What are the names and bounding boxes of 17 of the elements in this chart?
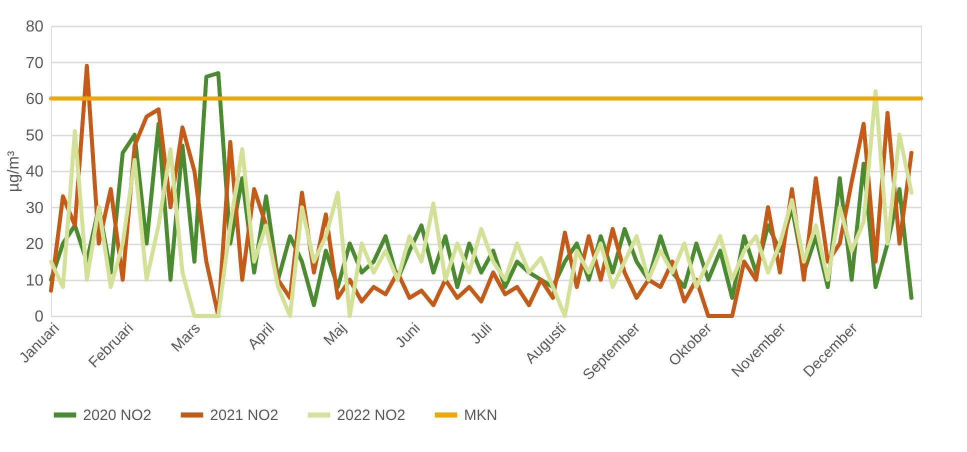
y-axis-title: µg/m³	[6, 150, 23, 192]
legend-label: 2022 NO2	[337, 407, 406, 424]
y-tick-label: 0	[34, 308, 44, 326]
y-tick-label: 40	[26, 164, 44, 180]
y-tick-label: 30	[26, 200, 44, 217]
y-tick-label: 60	[26, 91, 44, 108]
y-tick-label: 80	[26, 18, 44, 36]
x-tick-label: Maj	[320, 320, 350, 349]
legend-label: MKN	[464, 407, 498, 424]
x-tick-label: Juni	[392, 320, 424, 352]
y-tick-label: 50	[26, 127, 44, 144]
x-tick-label: Juli	[467, 320, 496, 348]
legend-label: 2021 NO2	[210, 407, 278, 424]
legend-label: 2020 NO2	[83, 407, 152, 424]
y-tick-label: 20	[26, 236, 44, 253]
y-tick-label: 10	[26, 272, 44, 290]
y-tick-label: 70	[26, 54, 44, 72]
